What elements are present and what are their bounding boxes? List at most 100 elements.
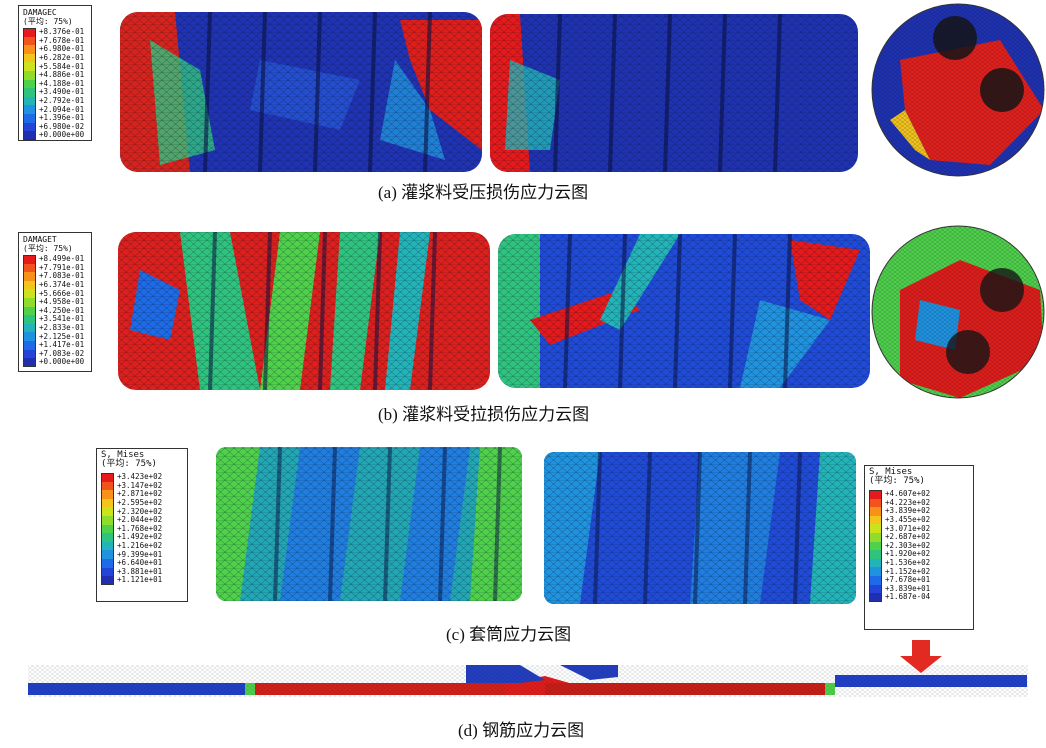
legend-row: +6.640e+01 xyxy=(101,559,183,568)
legend-row: +4.223e+02 xyxy=(869,498,969,508)
legend-swatch xyxy=(23,280,36,290)
legend-swatch xyxy=(101,541,114,551)
legend-mises-sleeve: S, Mises (平均: 75%) +3.423e+02 +3.147e+02 +… xyxy=(96,448,188,602)
legend-row: +0.000e+00 xyxy=(23,131,87,140)
legend-row: +7.083e-02 xyxy=(23,348,87,359)
figure-b-cylinder-left xyxy=(118,232,490,390)
legend-swatch xyxy=(23,88,36,97)
legend-row: +1.687e-04 xyxy=(869,593,969,602)
legend-row: +2.125e-01 xyxy=(23,332,87,341)
legend-row: +6.980e-01 xyxy=(23,45,87,54)
legend-swatch xyxy=(869,541,882,551)
figure-d-rebar xyxy=(28,665,1028,697)
legend-title: S, Mises xyxy=(869,467,913,477)
legend-swatch xyxy=(23,105,36,114)
legend-swatch xyxy=(23,79,36,89)
legend-swatch xyxy=(23,96,36,106)
legend-swatch xyxy=(23,131,36,140)
legend-swatch xyxy=(23,263,36,273)
legend-value: +2.792e-01 xyxy=(39,96,85,106)
legend-row: +8.376e-01 xyxy=(23,28,87,37)
legend-row: +4.188e-01 xyxy=(23,79,87,89)
legend-row: +1.536e+02 xyxy=(869,559,969,568)
legend-row: +4.607e+02 xyxy=(869,490,969,499)
legend-swatch xyxy=(23,255,36,264)
legend-row: +7.083e-01 xyxy=(23,272,87,281)
legend-row: +4.250e-01 xyxy=(23,305,87,316)
legend-value: +2.320e+02 xyxy=(117,506,163,516)
legend-value: +7.083e-02 xyxy=(39,348,85,358)
legend-value: +4.886e-01 xyxy=(39,70,85,80)
legend-swatch xyxy=(23,306,36,316)
legend-value: +6.640e+01 xyxy=(117,558,163,568)
legend-row: +1.152e+02 xyxy=(869,567,969,576)
legend-row: +3.147e+02 xyxy=(101,481,183,491)
legend-subtitle: (平均: 75%) xyxy=(869,476,925,486)
legend-swatch xyxy=(23,36,36,46)
legend-swatch xyxy=(23,323,36,333)
legend-swatch xyxy=(23,332,36,341)
legend-value: +2.094e-01 xyxy=(39,104,85,114)
legend-subtitle: (平均: 75%) xyxy=(23,244,73,253)
legend-row: +3.423e+02 xyxy=(101,473,183,482)
legend-value: +2.044e+02 xyxy=(117,515,163,525)
legend-subtitle: (平均: 75%) xyxy=(23,17,73,26)
legend-value: +1.768e+02 xyxy=(117,523,163,533)
figure-a-cross-section xyxy=(872,4,1044,176)
legend-row: +1.920e+02 xyxy=(869,550,969,559)
legend-swatch xyxy=(869,575,882,585)
legend-value: +2.303e+02 xyxy=(885,540,931,550)
legend-swatch xyxy=(869,515,882,525)
legend-value: +7.678e-01 xyxy=(39,35,85,45)
legend-swatch xyxy=(869,498,882,508)
legend-swatch xyxy=(23,289,36,298)
legend-swatch xyxy=(23,122,36,132)
legend-swatch xyxy=(101,498,114,508)
legend-row: +2.044e+02 xyxy=(101,516,183,525)
legend-row: +2.094e-01 xyxy=(23,105,87,114)
legend-swatch xyxy=(101,473,114,482)
legend-value: +3.455e+02 xyxy=(885,515,931,525)
legend-subtitle: (平均: 75%) xyxy=(101,459,157,469)
legend-swatch xyxy=(23,28,36,37)
legend-row: +3.881e+01 xyxy=(101,567,183,577)
caption-c: (c) 套筒应力云图 xyxy=(446,625,572,644)
legend-value: +4.250e-01 xyxy=(39,305,85,315)
legend-row: +1.768e+02 xyxy=(101,523,183,534)
legend-swatch xyxy=(869,507,882,516)
legend-swatch xyxy=(101,490,114,499)
legend-row: +4.958e-01 xyxy=(23,298,87,307)
legend-value: +0.000e+00 xyxy=(39,357,85,367)
legend-swatch xyxy=(23,113,36,123)
caption-d: (d) 钢筋应力云图 xyxy=(458,721,585,740)
legend-swatch xyxy=(869,532,882,542)
legend-row: +1.396e-01 xyxy=(23,114,87,123)
legend-value: +4.958e-01 xyxy=(39,297,85,307)
legend-row: +3.490e-01 xyxy=(23,88,87,97)
legend-row: +3.455e+02 xyxy=(869,516,969,525)
figure-b-cylinder-right xyxy=(498,234,870,388)
legend-row: +5.584e-01 xyxy=(23,62,87,71)
legend-swatch xyxy=(23,53,36,63)
legend-swatch xyxy=(23,70,36,80)
legend-row: +7.678e+01 xyxy=(869,576,969,585)
legend-row: +6.980e-02 xyxy=(23,122,87,132)
legend-row: +6.282e-01 xyxy=(23,54,87,63)
legend-swatch xyxy=(23,297,36,307)
legend-value: +1.536e+02 xyxy=(885,558,931,568)
arrow-icon xyxy=(900,640,942,673)
caption-b: (b) 灌浆料受拉损伤应力云图 xyxy=(378,405,590,424)
legend-swatch xyxy=(23,349,36,359)
legend-value: +6.374e-01 xyxy=(39,280,85,290)
legend-damagec: DAMAGEC (平均: 75%) +8.376e-01 +7.678e-01 +6… xyxy=(18,5,92,141)
legend-value: +1.417e-01 xyxy=(39,340,85,350)
legend-value: +2.595e+02 xyxy=(117,498,163,508)
legend-swatch xyxy=(869,558,882,568)
legend-value: +1.687e-04 xyxy=(885,592,931,602)
legend-row: +5.666e-01 xyxy=(23,289,87,298)
legend-row: +2.871e+02 xyxy=(101,490,183,499)
legend-value: +1.152e+02 xyxy=(885,566,931,576)
legend-swatch xyxy=(869,584,882,594)
legend-title: S, Mises xyxy=(101,450,145,460)
